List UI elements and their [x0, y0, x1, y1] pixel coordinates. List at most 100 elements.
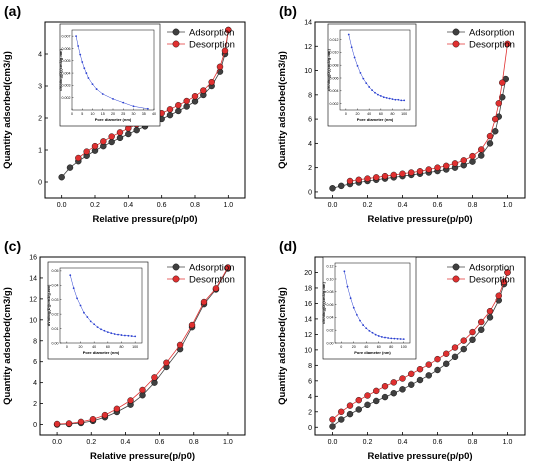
inset-y-tick-label: 0.04	[327, 316, 334, 320]
y-tick-label: 20	[304, 270, 312, 277]
data-point-desorption	[139, 386, 146, 394]
data-point-desorption	[499, 79, 506, 86]
inset-x-tick-label: 80	[389, 345, 393, 349]
data-point-desorption	[399, 170, 406, 177]
inset-y-axis-label: dV/dlog(D)(cm3/g.nm)	[321, 282, 326, 324]
data-point-desorption	[390, 379, 397, 386]
x-tick-label: 0.0	[57, 202, 67, 209]
data-point-desorption	[443, 350, 450, 357]
inset-data-point	[359, 71, 362, 74]
y-tick-label: 6	[308, 378, 312, 385]
chart-d: (d) 0.0 0.2 0.4 0.6 0.8 1.0 0 2 4 6 8 10 12 14 16 18 20 Re…	[277, 238, 526, 462]
inset-y-tick-label: 0.00	[52, 341, 59, 345]
legend-label: Adsorption	[469, 28, 514, 39]
data-point-adsorption	[133, 126, 140, 134]
inset-data-point	[72, 287, 75, 290]
data-point-desorption	[225, 26, 232, 34]
data-point-desorption	[364, 392, 371, 399]
x-tick-label: 1.0	[503, 202, 513, 209]
data-point-adsorption	[108, 138, 115, 146]
inset-x-tick-label: 80	[120, 345, 124, 349]
y-tick-label: 10	[304, 68, 312, 75]
x-tick-label: 0.4	[123, 202, 133, 209]
chart-a: (a) 0.0 0.2 0.4 0.6 0.8 1.0 0 1 2 3 4 Relative press…	[2, 3, 246, 225]
data-point-adsorption	[338, 416, 345, 423]
legend-label: Desorption	[469, 275, 515, 286]
inset-data-point	[112, 98, 114, 100]
y-tick-label: 1	[38, 148, 42, 155]
data-point-adsorption	[416, 376, 424, 384]
x-axis-label: Relative pressure(p/p0)	[92, 214, 197, 225]
data-point-adsorption	[486, 314, 494, 321]
inset-y-tick-label: 0.006	[330, 76, 339, 80]
inset-data-point	[355, 313, 358, 316]
inset-data-point	[85, 72, 88, 74]
inset-y-tick-label: 0.12	[327, 265, 334, 269]
inset-data-point	[130, 335, 133, 337]
plot-frame	[39, 256, 246, 436]
data-point-adsorption	[399, 386, 406, 393]
inset-frame	[59, 267, 143, 344]
inset-y-tick-label: 0.00	[327, 341, 334, 345]
legend-marker	[452, 275, 460, 283]
data-point-adsorption	[381, 393, 389, 401]
data-point-desorption	[425, 166, 432, 173]
inset-y-tick-label: 0.02	[327, 329, 334, 333]
y-tick-label: 4	[33, 380, 37, 387]
inset-x-tick-label: 0	[66, 345, 68, 349]
inset-data-point	[400, 99, 403, 102]
inset-y-axis-label: dV/dlog(D)(cm3/g.nm)	[326, 49, 331, 91]
x-tick-label: 0.2	[363, 439, 373, 446]
data-point-adsorption	[451, 353, 459, 361]
inset-x-axis-label: Pore diameter (nm)	[357, 117, 394, 122]
data-point-desorption	[390, 171, 397, 179]
inset-data-point	[377, 335, 380, 337]
inset-x-tick-label: 35	[142, 112, 146, 116]
inset-y-tick-label: 0.05	[52, 269, 59, 273]
inset-line	[75, 36, 148, 110]
inset-data-point	[93, 323, 96, 326]
data-point-desorption	[191, 93, 199, 100]
inset-data-point	[110, 332, 113, 335]
data-point-desorption	[469, 152, 476, 160]
data-point-desorption	[224, 264, 232, 271]
data-point-desorption	[500, 278, 508, 285]
inset-data-point	[374, 91, 376, 94]
y-tick-label: 12	[304, 332, 312, 339]
data-point-adsorption	[364, 401, 371, 409]
inset-x-tick-label: 80	[391, 112, 395, 116]
data-point-adsorption	[390, 390, 397, 397]
data-point-desorption	[91, 142, 99, 150]
data-point-desorption	[399, 375, 406, 382]
panel-label: (c)	[4, 238, 21, 254]
y-tick-label: 4	[38, 52, 42, 59]
inset-data-point	[343, 270, 346, 273]
x-axis-label: Relative pressure(p/p0)	[367, 214, 472, 225]
data-point-desorption	[443, 162, 450, 170]
inset-data-point	[347, 33, 350, 36]
data-point-adsorption	[166, 111, 174, 119]
x-tick-label: 0.8	[468, 439, 478, 446]
inset-data-point	[132, 105, 135, 108]
inset-data-point	[81, 61, 84, 63]
y-tick-label: 3	[38, 84, 42, 91]
inset-y-tick-label: 0.01	[52, 327, 59, 331]
plot-frame	[314, 256, 526, 436]
inset-data-point	[394, 98, 397, 101]
inset-data-point	[353, 56, 356, 59]
inset-x-tick-label: 40	[367, 112, 371, 116]
inset-data-point	[117, 333, 119, 336]
data-point-desorption	[188, 321, 196, 329]
x-tick-label: 1.0	[223, 202, 233, 209]
data-point-desorption	[212, 285, 220, 292]
x-axis-label: Relative pressure(p/p0)	[90, 451, 195, 462]
x-tick-label: 1.0	[503, 439, 513, 446]
data-point-desorption	[355, 176, 362, 183]
data-point-adsorption	[469, 336, 476, 344]
inset-x-tick-label: 0	[345, 112, 347, 116]
y-tick-label: 4	[308, 394, 312, 401]
y-tick-label: 10	[304, 347, 312, 354]
inset-data-point	[100, 328, 102, 331]
inset-x-axis-label: Pore diameter (nm)	[95, 117, 132, 122]
inset-data-point	[374, 333, 377, 336]
